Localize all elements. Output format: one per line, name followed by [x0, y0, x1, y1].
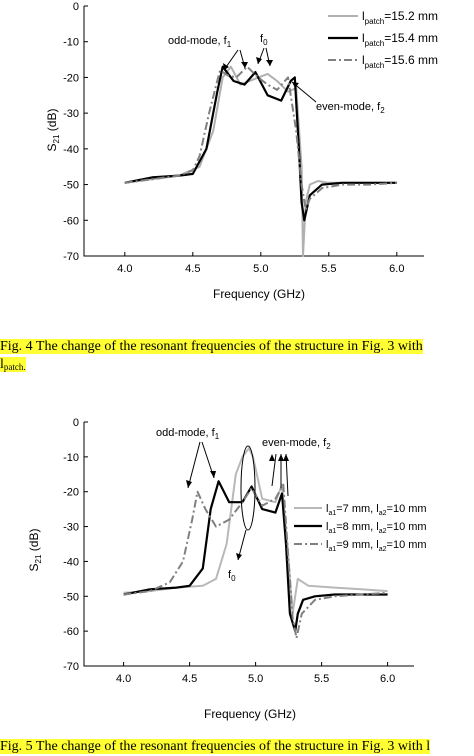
fig4-y-tick-label: -30 [63, 108, 79, 120]
fig4-y-tick-label: 0 [73, 1, 79, 13]
fig4-y-tick-label: -20 [63, 72, 79, 84]
fig4-plot-area: 0 -10 -20 -30 -40 -50 -60 -70 4.0 4.5 5.0 5.5 6.0 [63, 1, 424, 275]
figure-4-chart: 0 -10 -20 -30 -40 -50 -60 -70 4.0 4.5 5.0 5.5 6.0 Fr… [45, 1, 438, 301]
fig5-series-line-3 [123, 483, 388, 640]
fig4-x-axis-label: Frequency (GHz) [213, 287, 305, 301]
fig5-annotation-f0: f0 [228, 569, 236, 583]
fig4-x-tick-label: 5.0 [253, 263, 268, 275]
fig5-arrowhead-even-mode-1 [269, 454, 275, 461]
fig5-y-tick-label: 0 [73, 417, 79, 429]
fig5-y-axis-label: S21 (dB) [27, 529, 43, 572]
fig4-arrowhead-odd-mode-2 [241, 62, 248, 68]
fig4-series-line-3 [124, 65, 397, 211]
fig5-arrowhead-odd-mode-1 [186, 480, 192, 488]
fig5-arrowhead-even-mode-3 [283, 454, 289, 461]
figure-4-caption: Fig. 4 The change of the resonant freque… [0, 338, 474, 376]
fig4-legend-label-1: lpatch=15.2 mm [362, 9, 438, 26]
figure-5-caption-line-1: Fig. 5 The change of the resonant freque… [0, 739, 431, 754]
figure-5-chart: 0 -10 -20 -30 -40 -50 -60 -70 4.0 4.5 5.0 5.5 6.0 Fr… [27, 417, 427, 721]
fig5-arrow-odd-mode-1 [187, 441, 201, 489]
fig5-y-tick-label: -30 [63, 522, 79, 534]
fig4-legend: lpatch=15.2 mm lpatch=15.4 mm lpatch=15.… [328, 9, 438, 70]
fig4-series-line-2 [124, 65, 397, 222]
fig5-arrowhead-f0 [236, 553, 242, 560]
fig5-series-line-1 [123, 447, 388, 615]
fig5-series-line-2 [123, 480, 388, 633]
fig5-ticks: 0 -10 -20 -30 -40 -50 -60 -70 4.0 4.5 5.0 5.5 6.0 [63, 417, 395, 685]
fig5-x-tick-label: 5.5 [314, 673, 329, 685]
fig4-legend-label-3: lpatch=15.6 mm [362, 53, 438, 70]
fig5-y-tick-label: -40 [63, 556, 79, 568]
fig5-y-tick-label: -10 [63, 452, 79, 464]
fig4-y-tick-label: -10 [63, 37, 79, 49]
fig5-plot-area: 0 -10 -20 -30 -40 -50 -60 -70 4.0 4.5 5.0 5.5 6.0 [63, 417, 414, 685]
fig4-arrowhead-even-mode [292, 82, 299, 88]
fig5-legend-label-1: la1=7 mm, la2=10 mm [326, 503, 427, 517]
fig5-x-tick-label: 4.0 [116, 673, 131, 685]
fig5-x-axis-label: Frequency (GHz) [204, 707, 296, 721]
fig4-y-tick-label: -70 [63, 251, 79, 263]
fig4-ticks: 0 -10 -20 -30 -40 -50 -60 -70 4.0 4.5 5.0 5.5 6.0 [63, 1, 404, 275]
fig5-arrowhead-even-mode-2 [278, 454, 284, 461]
figure-4-caption-line-2: lpatch. [0, 357, 26, 372]
figure-5-caption: Fig. 5 The change of the resonant freque… [0, 738, 474, 756]
figure-4-caption-line-1: Fig. 4 The change of the resonant freque… [0, 339, 423, 354]
fig4-arrowhead-f0 [256, 57, 262, 64]
fig4-legend-label-2: lpatch=15.4 mm [362, 31, 438, 48]
fig4-annotation-odd-mode: odd-mode, f1 [168, 35, 232, 49]
fig5-f0-ellipse [240, 445, 256, 531]
fig5-series [123, 447, 388, 640]
fig5-y-tick-label: -20 [63, 487, 79, 499]
fig4-x-tick-label: 4.5 [185, 263, 200, 275]
fig5-legend: la1=7 mm, la2=10 mm la1=8 mm, la2=10 mm … [294, 503, 427, 553]
fig4-y-tick-label: -60 [63, 215, 79, 227]
fig5-y-tick-label: -60 [63, 626, 79, 638]
fig4-arrowhead-odd-mode [223, 63, 229, 70]
fig5-x-tick-label: 6.0 [380, 673, 395, 685]
fig5-arrowhead-odd-mode-2 [210, 471, 216, 478]
fig4-series [124, 65, 397, 257]
fig5-annotations: odd-mode, f1 even-mode, f2 f0 [156, 427, 331, 583]
fig4-y-axis-label: S21 (dB) [45, 109, 61, 152]
fig5-legend-label-2: la1=8 mm, la2=10 mm [326, 521, 427, 535]
fig4-x-tick-label: 4.0 [117, 263, 132, 275]
fig5-y-tick-label: -70 [63, 661, 79, 673]
fig5-annotation-even-mode: even-mode, f2 [262, 437, 331, 451]
fig5-annotation-odd-mode: odd-mode, f1 [156, 427, 220, 441]
fig4-annotation-f0: f0 [260, 33, 268, 47]
fig5-x-tick-label: 4.5 [182, 673, 197, 685]
fig5-arrow-even-mode-1 [271, 453, 277, 487]
fig4-series-line-1 [124, 65, 397, 257]
fig4-y-tick-label: -40 [63, 144, 79, 156]
fig4-arrowhead-f0-2 [266, 60, 273, 66]
fig4-x-tick-label: 6.0 [389, 263, 404, 275]
fig4-x-tick-label: 5.5 [321, 263, 336, 275]
fig5-legend-label-3: la1=9 mm, la2=10 mm [326, 539, 427, 553]
fig5-y-tick-label: -50 [63, 591, 79, 603]
fig4-annotation-even-mode: even-mode, f2 [316, 101, 385, 115]
fig4-annotations: odd-mode, f1 f0 even-mode, f2 [168, 33, 385, 115]
fig4-y-tick-label: -50 [63, 180, 79, 192]
fig5-x-tick-label: 5.0 [248, 673, 263, 685]
